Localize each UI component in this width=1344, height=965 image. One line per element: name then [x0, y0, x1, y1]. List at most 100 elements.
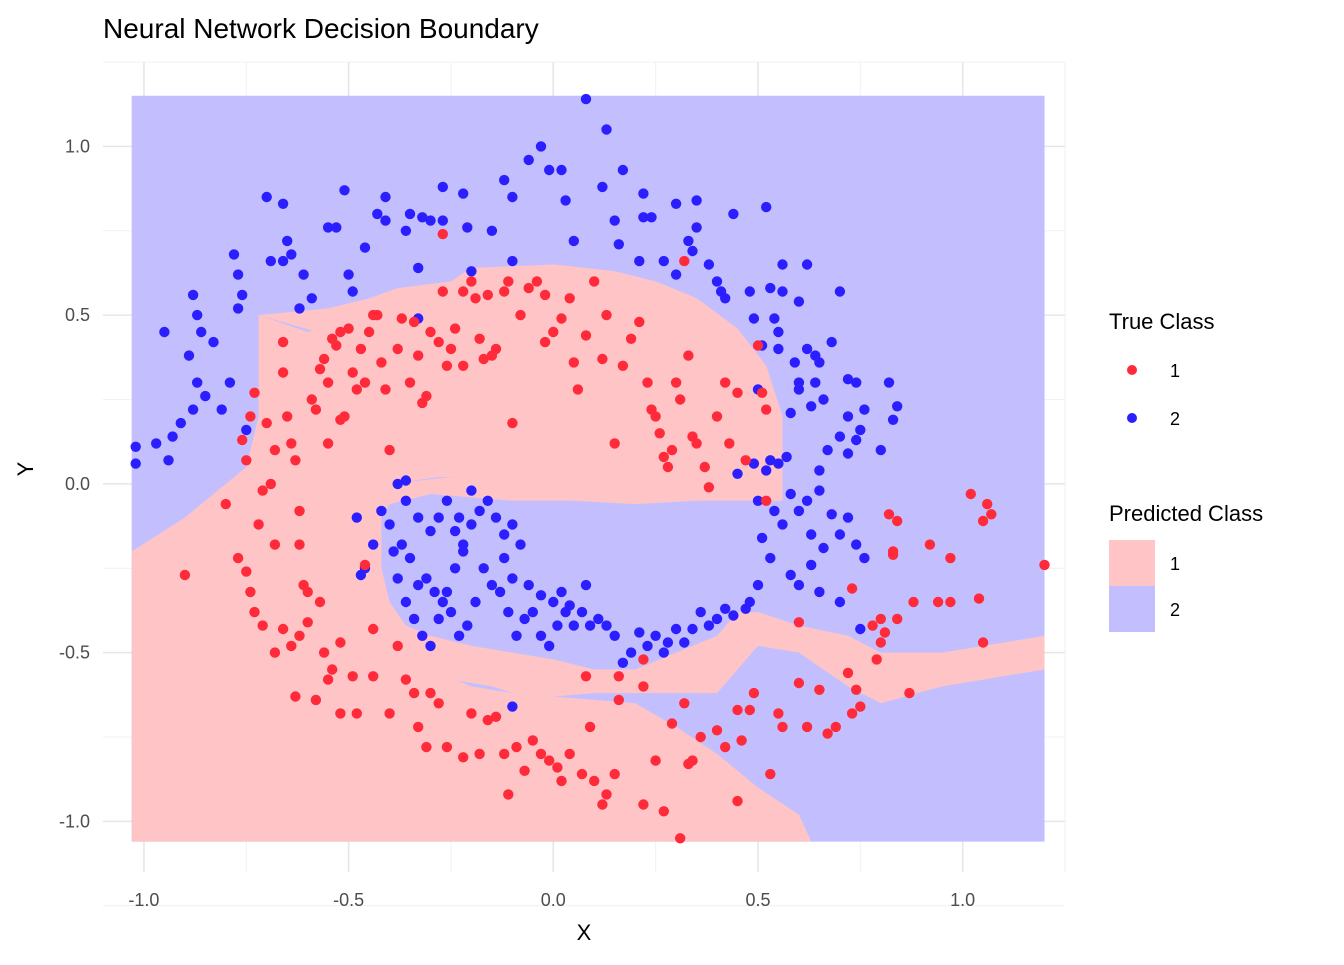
point-class-2 — [617, 164, 629, 176]
point-class-1 — [355, 343, 367, 355]
legend-predicted-class-2-label: 2 — [1170, 600, 1180, 620]
point-class-2 — [793, 377, 805, 388]
point-class-1 — [269, 444, 281, 456]
point-class-1 — [359, 377, 371, 388]
point-class-2 — [728, 208, 739, 220]
point-class-1 — [245, 586, 256, 598]
point-class-1 — [503, 789, 514, 800]
point-class-1 — [470, 293, 481, 304]
y-axis-title: Y — [13, 461, 38, 476]
point-class-1 — [720, 377, 731, 388]
point-class-1 — [908, 596, 919, 608]
point-class-2 — [192, 377, 203, 388]
point-class-1 — [408, 316, 420, 328]
point-class-2 — [687, 245, 698, 257]
point-class-2 — [748, 458, 760, 469]
point-class-1 — [499, 286, 510, 297]
chart-title: Neural Network Decision Boundary — [103, 13, 539, 44]
point-class-1 — [257, 620, 268, 631]
point-class-1 — [752, 340, 764, 351]
point-class-1 — [793, 677, 805, 689]
point-class-1 — [556, 313, 567, 324]
point-class-2 — [703, 259, 715, 270]
point-class-2 — [834, 529, 846, 540]
point-class-1 — [638, 799, 649, 810]
point-class-2 — [523, 579, 534, 591]
point-class-2 — [687, 623, 698, 635]
point-class-1 — [347, 671, 358, 682]
point-class-1 — [490, 343, 502, 355]
point-class-2 — [196, 326, 207, 338]
x-axis-ticks: -1.0 -0.5 0.0 0.5 1.0 — [128, 890, 975, 910]
point-class-1 — [687, 755, 698, 766]
point-class-1 — [814, 684, 825, 695]
point-class-2 — [670, 198, 682, 209]
point-class-1 — [392, 343, 403, 355]
point-class-1 — [691, 438, 702, 449]
point-class-2 — [343, 269, 354, 280]
point-class-2 — [322, 222, 334, 233]
point-class-1 — [576, 768, 588, 780]
point-class-1 — [945, 596, 956, 608]
point-class-2 — [711, 276, 723, 287]
point-class-2 — [593, 613, 604, 625]
point-class-1 — [392, 640, 403, 652]
point-class-1 — [277, 336, 289, 348]
point-class-1 — [642, 377, 653, 388]
point-class-1 — [368, 671, 379, 682]
point-class-1 — [744, 704, 755, 716]
point-class-2 — [392, 478, 403, 490]
point-class-1 — [376, 357, 387, 368]
point-class-1 — [580, 671, 592, 682]
point-class-2 — [441, 586, 453, 598]
point-class-2 — [650, 630, 661, 641]
point-class-1 — [679, 255, 690, 267]
point-class-2 — [183, 350, 195, 361]
point-class-2 — [486, 579, 498, 591]
point-class-2 — [228, 249, 240, 260]
point-class-1 — [306, 394, 317, 405]
point-class-1 — [372, 309, 383, 321]
point-class-1 — [331, 340, 342, 351]
point-class-1 — [638, 654, 649, 665]
point-class-2 — [720, 293, 731, 304]
point-class-2 — [466, 266, 477, 277]
point-class-2 — [601, 620, 612, 631]
point-class-2 — [372, 208, 383, 220]
point-class-2 — [810, 377, 821, 388]
point-class-1 — [421, 390, 432, 402]
point-class-2 — [609, 630, 620, 641]
point-class-1 — [474, 333, 485, 344]
point-class-1 — [302, 617, 313, 628]
point-class-2 — [417, 212, 428, 223]
point-class-1 — [413, 721, 424, 733]
point-class-2 — [785, 569, 796, 581]
point-class-1 — [544, 755, 555, 766]
point-class-2 — [400, 475, 412, 486]
point-class-2 — [777, 286, 788, 297]
x-tick-label: 0.0 — [541, 890, 566, 910]
point-class-2 — [789, 357, 800, 368]
point-class-2 — [425, 640, 436, 652]
point-class-2 — [417, 630, 428, 641]
point-class-1 — [310, 404, 322, 415]
point-class-2 — [580, 93, 592, 105]
point-class-1 — [875, 637, 886, 648]
point-class-1 — [241, 566, 252, 577]
point-class-1 — [322, 438, 334, 449]
point-class-1 — [380, 384, 391, 395]
point-class-2 — [769, 313, 780, 324]
point-class-2 — [658, 647, 669, 658]
point-class-2 — [331, 222, 342, 233]
point-class-1 — [318, 647, 330, 658]
point-class-1 — [711, 411, 723, 422]
point-class-2 — [576, 606, 588, 618]
point-class-1 — [732, 795, 743, 807]
point-class-2 — [380, 215, 391, 226]
point-class-2 — [785, 488, 796, 500]
point-class-1 — [249, 606, 260, 618]
point-class-1 — [748, 687, 760, 699]
point-class-2 — [834, 431, 846, 442]
